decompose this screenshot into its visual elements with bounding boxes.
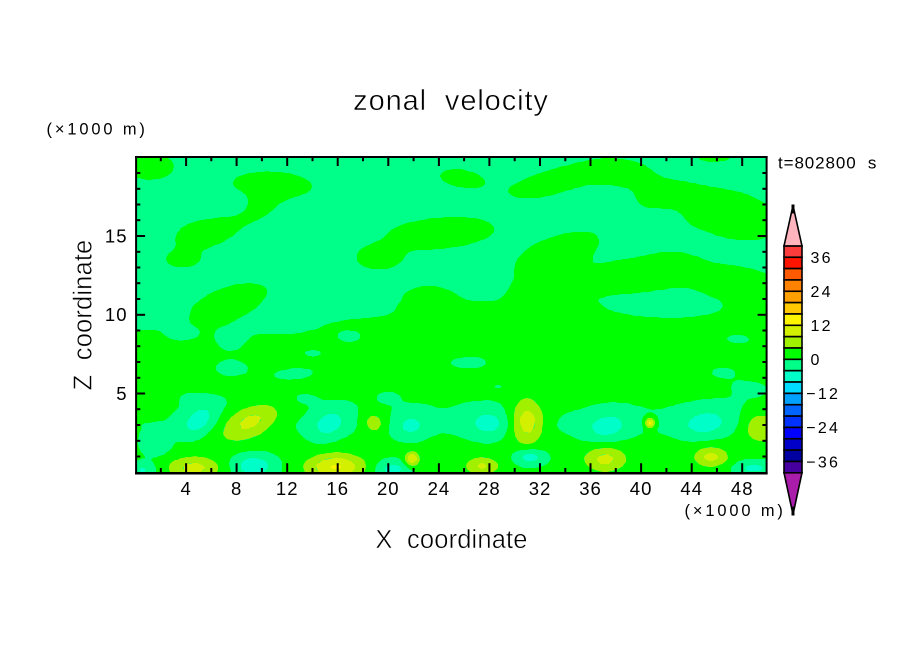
svg-text:44: 44 (680, 478, 703, 499)
svg-text:12: 12 (811, 318, 833, 335)
svg-text:(×1000 m): (×1000 m) (685, 502, 786, 520)
svg-text:Z coordinate: Z coordinate (70, 240, 98, 391)
svg-text:10: 10 (105, 304, 128, 325)
svg-text:0: 0 (811, 352, 822, 369)
svg-text:48: 48 (731, 478, 754, 499)
svg-text:24: 24 (428, 478, 451, 499)
svg-text:24: 24 (811, 284, 833, 301)
svg-text:4: 4 (180, 478, 191, 499)
svg-text:12: 12 (276, 478, 299, 499)
svg-text:32: 32 (529, 478, 552, 499)
svg-text:8: 8 (231, 478, 242, 499)
svg-text:−12: −12 (806, 386, 840, 403)
svg-text:−24: −24 (806, 420, 840, 437)
svg-text:zonal velocity: zonal velocity (353, 85, 549, 117)
svg-text:28: 28 (478, 478, 501, 499)
svg-text:20: 20 (377, 478, 400, 499)
svg-text:t=802800 s: t=802800 s (778, 154, 877, 173)
svg-text:40: 40 (630, 478, 653, 499)
svg-text:36: 36 (811, 250, 833, 267)
svg-text:−36: −36 (806, 454, 840, 471)
svg-text:5: 5 (116, 383, 127, 404)
svg-text:36: 36 (579, 478, 602, 499)
svg-text:16: 16 (326, 478, 349, 499)
svg-text:(×1000 m): (×1000 m) (47, 120, 148, 138)
svg-text:X coordinate: X coordinate (375, 526, 527, 554)
svg-text:15: 15 (105, 226, 128, 247)
